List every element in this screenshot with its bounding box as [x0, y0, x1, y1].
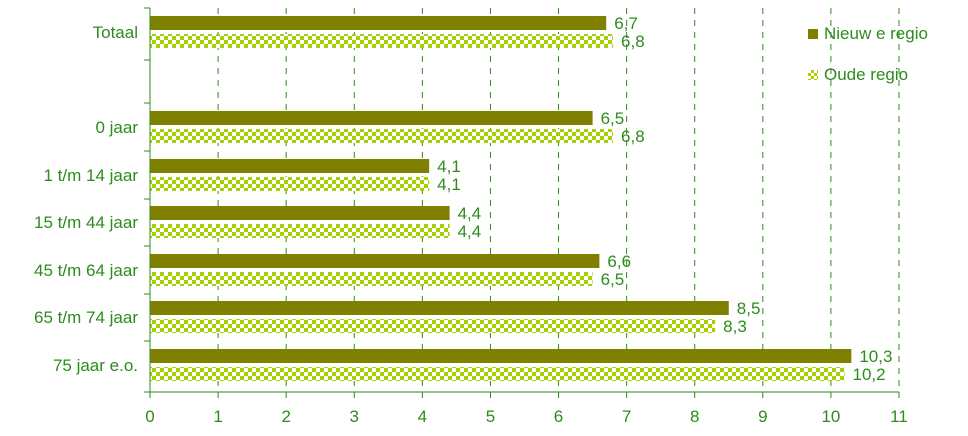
data-label-oude-4: 6,5 — [601, 270, 625, 289]
x-tick-label-0: 0 — [145, 407, 154, 426]
data-label-nieuwe-4: 6,6 — [607, 252, 631, 271]
legend-item-oude-regio: Oude regio — [808, 63, 966, 87]
data-label-nieuwe-3: 4,4 — [458, 204, 482, 223]
legend-swatch-nieuwe-regio — [808, 29, 818, 39]
data-label-nieuwe-0: 6,7 — [614, 14, 638, 33]
x-tick-label-8: 8 — [690, 407, 699, 426]
data-label-nieuwe-6: 10,3 — [859, 347, 892, 366]
x-tick-label-6: 6 — [554, 407, 563, 426]
data-label-oude-1: 6,8 — [621, 127, 645, 146]
data-label-oude-6: 10,2 — [853, 365, 886, 384]
legend-item-nieuwe-regio: Nieuw e regio — [808, 22, 966, 46]
data-label-oude-2: 4,1 — [437, 175, 461, 194]
data-label-oude-3: 4,4 — [458, 222, 482, 241]
bar-nieuwe-3 — [150, 206, 450, 220]
category-label-totaal: Totaal — [93, 23, 138, 42]
bar-nieuwe-5 — [150, 301, 729, 315]
category-label-75-jaar-e-o-: 75 jaar e.o. — [53, 356, 138, 375]
x-tick-label-11: 11 — [890, 407, 908, 426]
x-tick-label-10: 10 — [821, 407, 840, 426]
data-label-oude-5: 8,3 — [723, 317, 747, 336]
category-label-45-t-m-64-jaar: 45 t/m 64 jaar — [34, 261, 138, 280]
x-tick-label-1: 1 — [213, 407, 222, 426]
category-label-0-jaar: 0 jaar — [95, 118, 138, 137]
data-label-nieuwe-1: 6,5 — [601, 109, 625, 128]
data-label-nieuwe-2: 4,1 — [437, 157, 461, 176]
bar-oude-2 — [150, 177, 430, 191]
x-tick-label-7: 7 — [622, 407, 631, 426]
bar-oude-6 — [150, 367, 845, 381]
x-tick-label-4: 4 — [418, 407, 427, 426]
data-label-oude-0: 6,8 — [621, 32, 645, 51]
bar-oude-5 — [150, 319, 716, 333]
bar-oude-4 — [150, 272, 593, 286]
bar-nieuwe-0 — [150, 16, 607, 30]
x-tick-label-9: 9 — [758, 407, 767, 426]
bar-nieuwe-4 — [150, 254, 600, 268]
x-tick-label-2: 2 — [281, 407, 290, 426]
data-label-nieuwe-5: 8,5 — [737, 299, 761, 318]
legend-swatch-oude-regio — [808, 70, 818, 80]
category-label-15-t-m-44-jaar: 15 t/m 44 jaar — [34, 213, 138, 232]
category-label-1-t-m-14-jaar: 1 t/m 14 jaar — [44, 166, 139, 185]
bar-oude-1 — [150, 129, 614, 143]
bar-nieuwe-6 — [150, 349, 852, 363]
legend: Nieuw e regio Oude regio — [808, 22, 966, 104]
legend-label-nieuwe-regio: Nieuw e regio — [824, 24, 928, 43]
x-tick-label-5: 5 — [486, 407, 495, 426]
bar-nieuwe-2 — [150, 159, 430, 173]
category-label-65-t-m-74-jaar: 65 t/m 74 jaar — [34, 308, 138, 327]
legend-label-oude-regio: Oude regio — [824, 65, 909, 84]
bar-oude-3 — [150, 224, 450, 238]
bar-nieuwe-1 — [150, 111, 593, 125]
bar-oude-0 — [150, 34, 614, 48]
x-tick-label-3: 3 — [350, 407, 359, 426]
